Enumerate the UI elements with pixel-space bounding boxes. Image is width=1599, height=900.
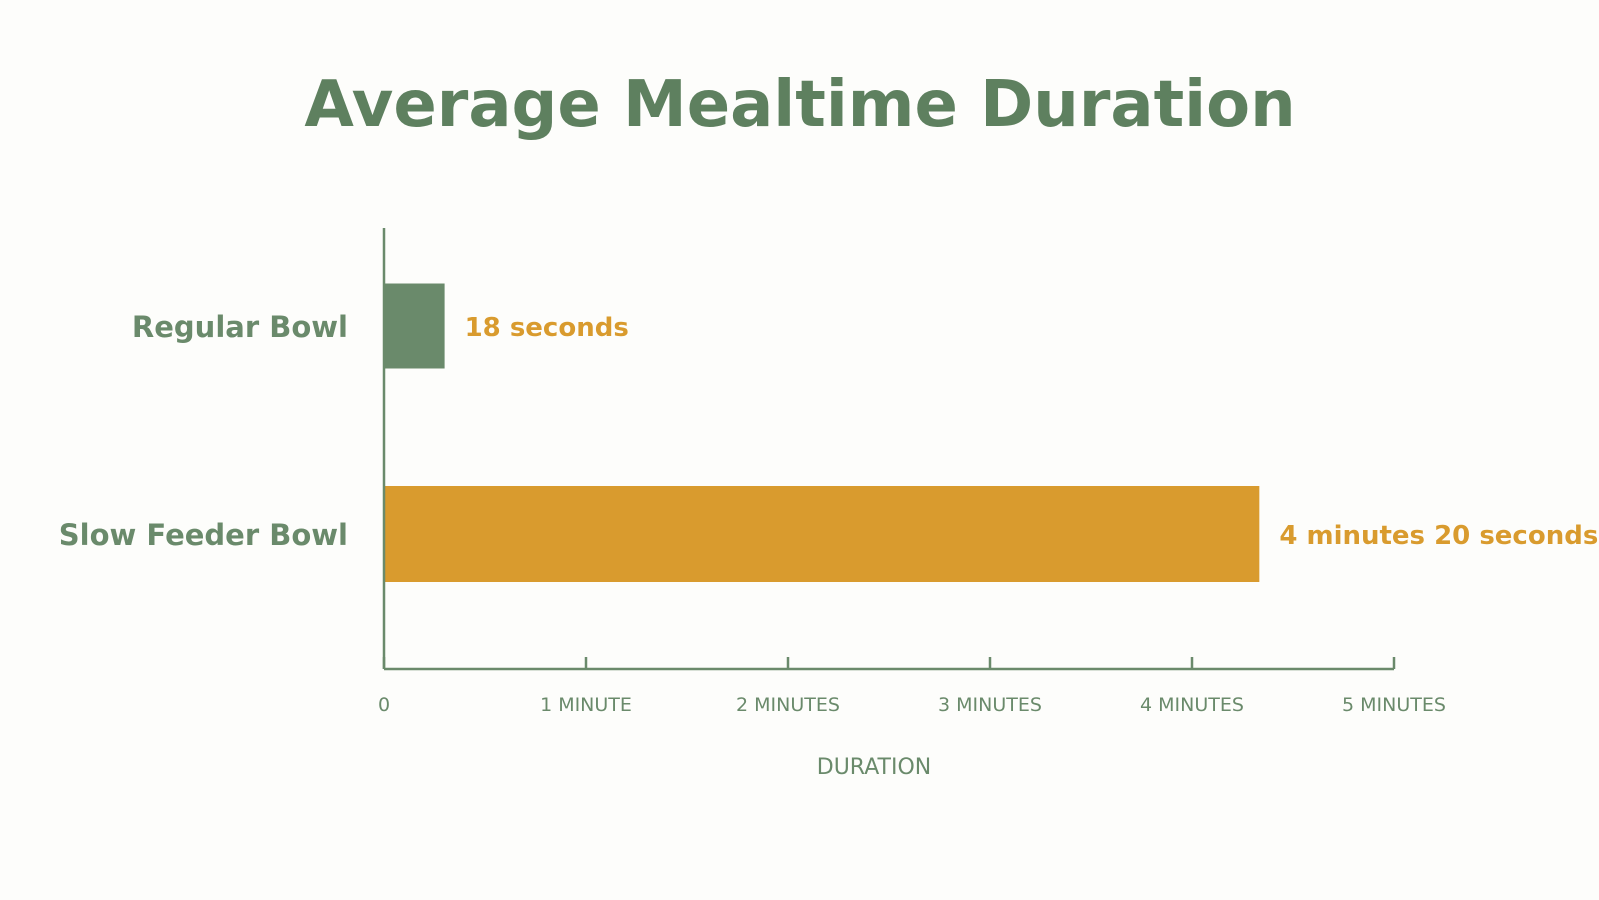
x-tick-label: 1 MINUTE xyxy=(540,694,632,716)
axes-layer: 0 1 MINUTE 2 MINUTES 3 MINUTES 4 MINUTES 5 MI… xyxy=(378,228,1446,716)
data-label: 4 minutes 20 seconds xyxy=(1279,521,1598,551)
x-tick-label: 2 MINUTES xyxy=(736,694,840,716)
chart-title: Average Mealtime Duration xyxy=(304,68,1295,142)
x-tick-label: 3 MINUTES xyxy=(938,694,1042,716)
category-label: Regular Bowl xyxy=(132,310,348,344)
x-tick-label: 0 xyxy=(378,694,390,716)
bar-regular-bowl xyxy=(384,283,445,369)
bar-slow-feeder-bowl xyxy=(384,486,1260,582)
x-axis-title: DURATION xyxy=(817,755,931,780)
category-label: Slow Feeder Bowl xyxy=(59,518,348,552)
x-tick-label: 5 MINUTES xyxy=(1342,694,1446,716)
x-tick-label: 4 MINUTES xyxy=(1140,694,1244,716)
data-label: 18 seconds xyxy=(465,313,629,343)
bars-layer: Regular Bowl 18 seconds Slow Feeder Bowl 4 … xyxy=(59,283,1598,582)
